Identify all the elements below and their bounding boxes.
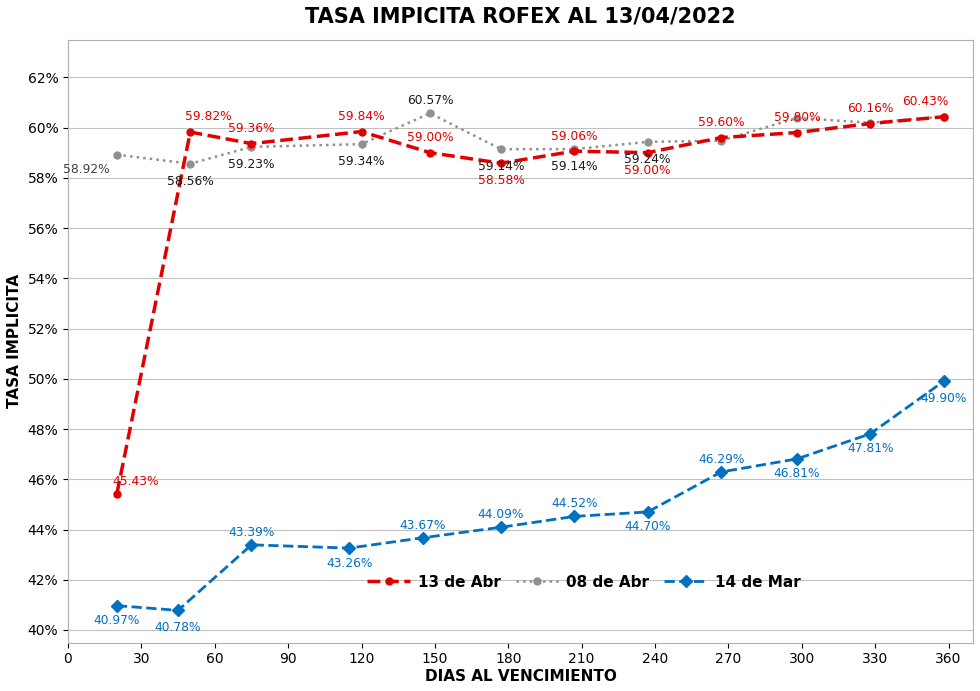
Text: 59.14%: 59.14%: [477, 160, 524, 173]
Text: 40.97%: 40.97%: [94, 614, 140, 627]
Text: 43.26%: 43.26%: [326, 557, 372, 569]
13 de Abr: [356, 127, 368, 135]
Text: 44.52%: 44.52%: [551, 498, 598, 511]
Text: 47.81%: 47.81%: [847, 442, 894, 455]
Text: 59.84%: 59.84%: [338, 110, 385, 123]
14 de Mar: [343, 544, 355, 552]
14 de Mar: [642, 508, 654, 516]
Text: 46.29%: 46.29%: [698, 453, 744, 466]
08 de Abr: [642, 138, 654, 146]
Text: 59.14%: 59.14%: [551, 160, 598, 173]
Text: 59.36%: 59.36%: [228, 122, 274, 135]
Text: 44.09%: 44.09%: [478, 508, 524, 521]
08 de Abr: [246, 143, 258, 151]
14 de Mar: [864, 430, 876, 438]
14 de Mar: [938, 377, 950, 386]
Text: 58.92%: 58.92%: [63, 163, 110, 176]
Text: 60.57%: 60.57%: [407, 94, 454, 107]
Y-axis label: TASA IMPLICITA: TASA IMPLICITA: [7, 274, 22, 408]
14 de Mar: [495, 523, 507, 531]
Text: 59.00%: 59.00%: [624, 164, 671, 177]
13 de Abr: [495, 159, 507, 167]
08 de Abr: [111, 151, 122, 159]
13 de Abr: [568, 147, 580, 155]
08 de Abr: [184, 160, 196, 168]
Text: 46.81%: 46.81%: [773, 468, 820, 480]
08 de Abr: [424, 109, 436, 117]
Text: 59.06%: 59.06%: [551, 130, 598, 142]
Title: TASA IMPICITA ROFEX AL 13/04/2022: TASA IMPICITA ROFEX AL 13/04/2022: [305, 7, 736, 27]
08 de Abr: [356, 140, 368, 149]
13 de Abr: [642, 149, 654, 157]
13 de Abr: [424, 149, 436, 157]
14 de Mar: [111, 601, 122, 609]
08 de Abr: [568, 145, 580, 153]
13 de Abr: [111, 489, 122, 498]
08 de Abr: [864, 119, 876, 127]
Text: 59.82%: 59.82%: [185, 111, 232, 124]
Text: 49.90%: 49.90%: [920, 392, 967, 406]
Text: 60.43%: 60.43%: [903, 95, 949, 108]
08 de Abr: [938, 113, 950, 121]
08 de Abr: [495, 145, 507, 153]
Text: 59.80%: 59.80%: [773, 111, 820, 124]
14 de Mar: [791, 455, 803, 463]
Text: 60.16%: 60.16%: [847, 102, 894, 115]
13 de Abr: [938, 113, 950, 121]
Text: 44.70%: 44.70%: [624, 520, 671, 533]
Text: 43.39%: 43.39%: [228, 526, 274, 539]
Text: 58.56%: 58.56%: [167, 175, 214, 188]
Text: 59.60%: 59.60%: [698, 116, 745, 129]
13 de Abr: [184, 128, 196, 136]
Line: 08 de Abr: 08 de Abr: [114, 110, 948, 167]
Text: 40.78%: 40.78%: [155, 621, 201, 634]
14 de Mar: [172, 606, 184, 614]
X-axis label: DIAS AL VENCIMIENTO: DIAS AL VENCIMIENTO: [424, 669, 616, 684]
Text: 59.24%: 59.24%: [624, 153, 671, 166]
08 de Abr: [715, 136, 727, 144]
13 de Abr: [791, 129, 803, 137]
Text: 59.34%: 59.34%: [338, 155, 385, 168]
14 de Mar: [246, 540, 258, 549]
Text: 58.58%: 58.58%: [477, 174, 524, 187]
Line: 14 de Mar: 14 de Mar: [113, 377, 948, 614]
13 de Abr: [864, 120, 876, 128]
08 de Abr: [791, 114, 803, 122]
Legend: 13 de Abr, 08 de Abr, 14 de Mar: 13 de Abr, 08 de Abr, 14 de Mar: [361, 569, 807, 596]
13 de Abr: [246, 140, 258, 148]
Text: 59.23%: 59.23%: [228, 158, 274, 171]
Text: 45.43%: 45.43%: [112, 475, 159, 488]
Text: 43.67%: 43.67%: [400, 519, 446, 532]
13 de Abr: [715, 133, 727, 142]
Text: 59.00%: 59.00%: [407, 131, 454, 144]
14 de Mar: [568, 512, 580, 520]
14 de Mar: [416, 533, 428, 542]
14 de Mar: [715, 468, 727, 476]
Line: 13 de Abr: 13 de Abr: [114, 113, 948, 497]
